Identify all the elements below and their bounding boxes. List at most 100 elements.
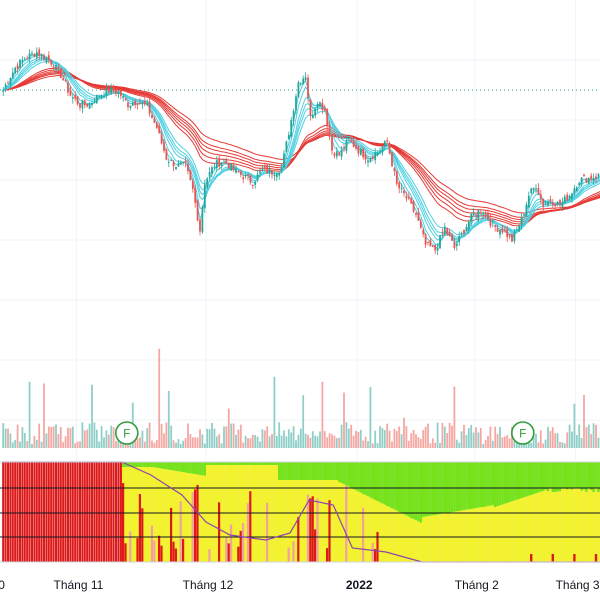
volume-bar [458, 442, 461, 448]
oscillator-green-zone [282, 462, 286, 480]
volume-bar [475, 427, 477, 448]
candle-up [470, 214, 473, 222]
oscillator-green-zone [374, 462, 377, 500]
oscillator-bar [153, 540, 156, 562]
volume-bar [141, 430, 144, 448]
volume-bar [273, 376, 276, 448]
oscillator-green-zone [506, 462, 509, 503]
oscillator-yellow-zone [575, 487, 579, 562]
oscillator-red-column [81, 461, 84, 563]
candle-up [314, 108, 317, 116]
oscillator-red-column [105, 461, 108, 563]
oscillator-red-column [100, 461, 104, 563]
oscillator-yellow-zone [414, 520, 418, 562]
oscillator-yellow-zone [160, 468, 163, 562]
oscillator-yellow-zone [513, 500, 516, 562]
volume-bar [467, 428, 470, 448]
volume-bar [249, 438, 252, 448]
candle-down [489, 218, 492, 226]
volume-bar [67, 427, 69, 448]
oscillator-red-column [28, 461, 32, 563]
candle-up [345, 140, 348, 151]
oscillator-yellow-zone [542, 491, 545, 562]
oscillator-green-zone [549, 462, 552, 489]
oscillator-green-zone [306, 462, 310, 480]
oscillator-yellow-zone [527, 495, 531, 562]
candle-down [107, 88, 110, 93]
oscillator-yellow-zone [551, 492, 555, 562]
oscillator-green-zone [251, 462, 255, 465]
oscillator-bar [191, 492, 194, 562]
oscillator-green-zone [534, 462, 538, 494]
candle-up [491, 222, 494, 224]
oscillator-red-column [54, 461, 58, 563]
candle-down [328, 125, 331, 137]
oscillator-green-zone [597, 462, 600, 493]
candle-up [146, 103, 149, 106]
oscillator-yellow-zone [330, 480, 334, 562]
volume-bar [62, 442, 65, 448]
volume-bar [340, 424, 343, 448]
candle-up [290, 120, 293, 137]
candle-up [499, 229, 501, 235]
candle-up [295, 96, 297, 111]
candle-down [263, 166, 266, 168]
volume-bar [597, 437, 600, 448]
oscillator-green-zone [489, 462, 492, 506]
slow-ma-line [3, 67, 600, 227]
oscillator-green-zone [407, 462, 411, 517]
volume-bar [285, 436, 288, 448]
oscillator-green-zone [172, 462, 175, 471]
oscillator-red-column [95, 461, 99, 563]
volume-bar [105, 430, 108, 448]
oscillator-green-zone [254, 462, 257, 465]
oscillator-yellow-zone [570, 489, 574, 562]
oscillator-green-zone [170, 462, 173, 471]
oscillator-green-zone [256, 462, 259, 465]
volume-bar [21, 427, 24, 448]
candle-up [472, 212, 475, 216]
candle-down [487, 213, 489, 220]
candle-up [443, 226, 446, 234]
x-axis-tick-label: Tháng 2 [455, 578, 499, 592]
oscillator-bar [530, 554, 533, 562]
candle-down [391, 152, 393, 167]
candle-up [131, 102, 134, 106]
oscillator-yellow-zone [172, 470, 175, 562]
volume-bar [83, 430, 86, 448]
volume-bar [549, 430, 552, 448]
candle-down [585, 178, 588, 183]
candle-up [383, 141, 386, 147]
candle-down [155, 122, 158, 129]
oscillator-yellow-zone [587, 488, 591, 562]
oscillator-yellow-zone [354, 490, 358, 562]
candle-down [388, 143, 391, 154]
oscillator-green-zone [292, 462, 295, 480]
candle-down [511, 234, 513, 242]
x-axis-tick-label: Tháng 3 [556, 578, 600, 592]
candle-up [19, 59, 21, 68]
candle-up [297, 82, 300, 98]
oscillator-green-zone [426, 462, 430, 517]
oscillator-red-column [61, 461, 65, 563]
candle-down [227, 163, 230, 169]
oscillator-bar [230, 524, 233, 562]
candle-down [225, 159, 228, 163]
volume-bar [208, 429, 211, 448]
volume-bar [477, 432, 480, 448]
volume-bar [57, 433, 60, 448]
volume-bar [482, 443, 485, 448]
oscillator-red-column [13, 461, 17, 563]
candle-up [179, 162, 182, 165]
oscillator-bar [345, 485, 348, 562]
oscillator-green-zone [203, 462, 207, 476]
oscillator-green-zone [496, 462, 499, 507]
signal-marker: F [510, 421, 535, 445]
candle-up [93, 102, 96, 104]
oscillator-green-zone [410, 462, 413, 518]
oscillator-red-column [21, 461, 24, 563]
volume-bar [69, 428, 72, 448]
oscillator-yellow-zone [491, 505, 495, 562]
oscillator-yellow-zone [506, 503, 509, 562]
